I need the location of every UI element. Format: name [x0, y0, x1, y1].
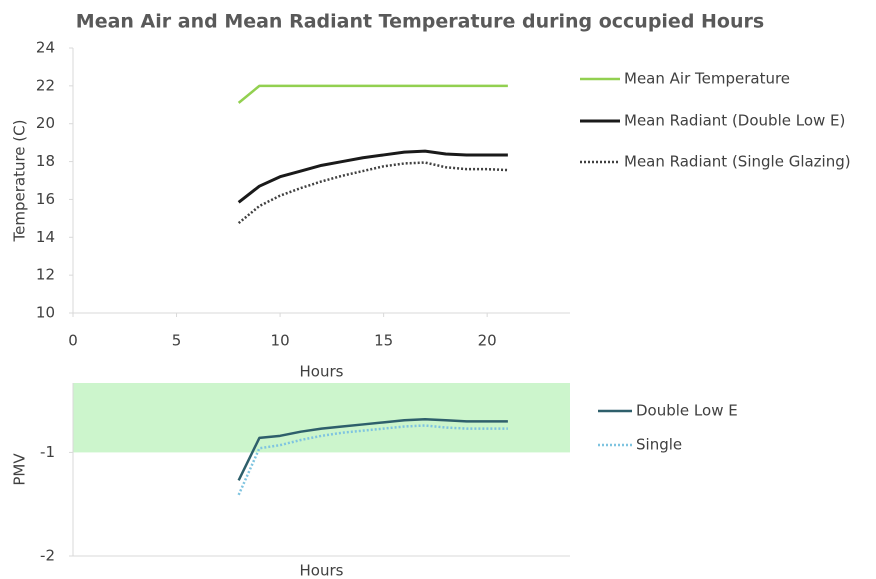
- x-tick-label: 0: [68, 332, 78, 350]
- y-tick-label: 10: [36, 304, 55, 322]
- legend-label: Mean Radiant (Double Low E): [624, 112, 845, 130]
- y-tick-label: 18: [36, 152, 55, 170]
- chart-title: Mean Air and Mean Radiant Temperature du…: [76, 11, 764, 33]
- y-tick-label: 16: [36, 190, 55, 208]
- y-tick-label: 24: [36, 39, 55, 57]
- y-axis-label: Temperature (C): [11, 120, 29, 243]
- x-axis-label: Hours: [300, 562, 344, 579]
- series-line: [237, 161, 508, 225]
- series-line: [237, 84, 508, 104]
- legend-label: Mean Radiant (Single Glazing): [624, 153, 851, 171]
- series-line: [237, 149, 508, 204]
- y-tick-label: 14: [36, 228, 55, 246]
- series-line: [237, 418, 508, 481]
- legend-label: Single: [636, 436, 682, 454]
- x-tick-label: 5: [172, 332, 182, 350]
- x-axis-label: Hours: [300, 363, 344, 381]
- y-tick-label: 12: [36, 266, 55, 284]
- x-tick-label: 20: [478, 332, 497, 350]
- y-tick-label: -1: [40, 443, 55, 461]
- comfort-band: [73, 383, 570, 453]
- y-axis-label: PMV: [11, 453, 29, 486]
- series-line: [237, 424, 508, 496]
- y-tick-label: 20: [36, 114, 55, 132]
- y-tick-label: 22: [36, 76, 55, 94]
- y-tick-label: -2: [40, 547, 55, 565]
- legend-label: Mean Air Temperature: [624, 70, 790, 88]
- x-tick-label: 10: [271, 332, 290, 350]
- x-tick-label: 15: [374, 332, 393, 350]
- legend-label: Double Low E: [636, 402, 738, 420]
